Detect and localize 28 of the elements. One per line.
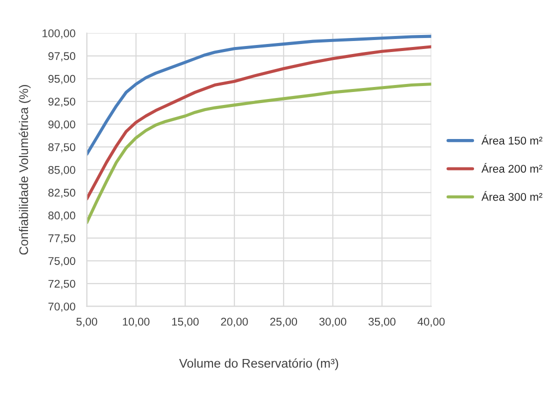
y-tick-label: 80,00	[48, 212, 76, 221]
legend-label: Área 300 m²	[481, 191, 542, 201]
y-tick-label: 70,00	[48, 302, 76, 312]
y-tick-label: 82,50	[48, 188, 76, 198]
x-tick-label: 25,00	[270, 318, 298, 327]
y-tick-label: 87,50	[48, 143, 76, 152]
y-tick-label: 75,00	[48, 257, 76, 266]
y-tick-label: 90,00	[48, 120, 76, 130]
x-tick-label: 40,00	[418, 318, 445, 327]
x-tick-label: 5,00	[76, 318, 98, 327]
x-tick-label: 15,00	[172, 318, 199, 327]
x-axis-title: Volume do Reservatório (m³)	[179, 358, 338, 370]
x-tick-label: 30,00	[319, 318, 346, 327]
y-tick-label: 72,50	[48, 280, 76, 290]
y-tick-label: 92,50	[48, 98, 76, 107]
y-tick-label: 77,50	[48, 234, 76, 244]
line-series	[86, 82, 432, 224]
y-tick-label: 85,00	[48, 166, 76, 176]
line-series	[86, 45, 432, 200]
y-tick-label: 100,00	[42, 29, 76, 39]
legend-label: Área 200 m²	[481, 162, 542, 173]
y-tick-label: 97,50	[48, 52, 76, 62]
legend-label: Área 150 m²	[481, 134, 542, 145]
x-tick-label: 10,00	[122, 318, 150, 327]
x-tick-label: 20,00	[221, 318, 248, 327]
y-axis-title: Confiabilidade Volumétrica (%)	[18, 85, 31, 255]
y-tick-label: 95,00	[48, 74, 76, 84]
x-tick-label: 35,00	[368, 318, 396, 327]
